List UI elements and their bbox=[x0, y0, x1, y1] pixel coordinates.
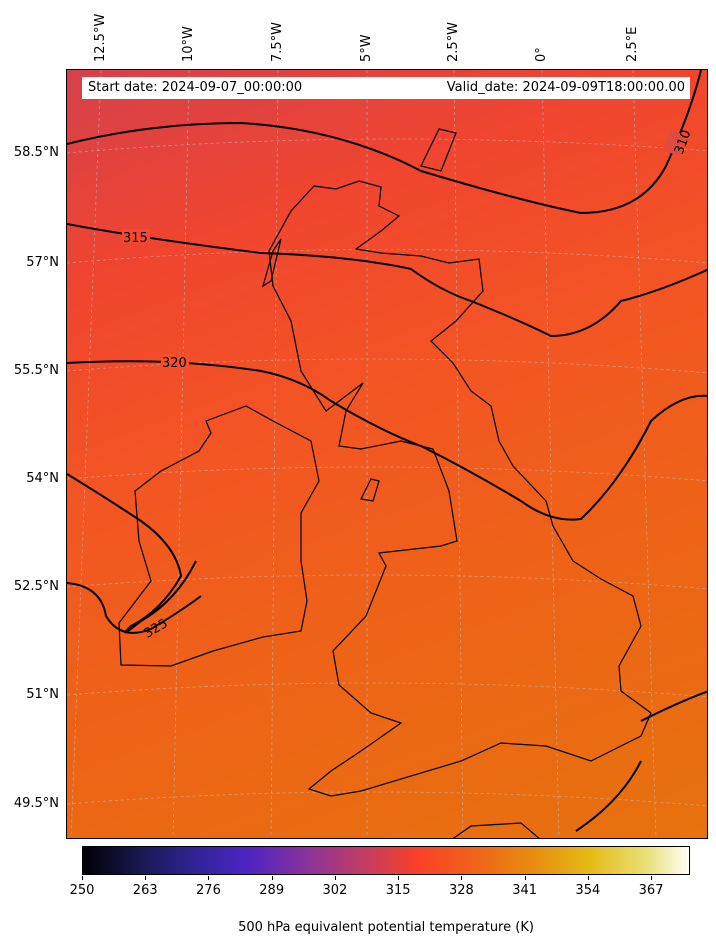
contour-315 bbox=[67, 223, 707, 338]
france-coast bbox=[452, 822, 540, 838]
lon-label: 12.5°W bbox=[93, 13, 108, 62]
valid-date: Valid_date: 2024-09-09T18:00:00.00 bbox=[446, 80, 685, 95]
colorbar-tick bbox=[461, 876, 463, 880]
colorbar-tick bbox=[587, 876, 589, 880]
map-plot: 310 315 320 325 bbox=[66, 69, 708, 839]
map-layer: 310 315 320 325 bbox=[67, 70, 707, 838]
colorbar-tick-label: 367 bbox=[638, 883, 664, 898]
contour-label-320: 320 bbox=[162, 356, 187, 371]
lon-label: 5°W bbox=[359, 34, 374, 62]
colorbar-tick-label: 302 bbox=[322, 883, 348, 898]
contour-labels: 310 315 320 325 bbox=[122, 128, 695, 642]
colorbar-label: 500 hPa equivalent potential temperature… bbox=[238, 920, 534, 935]
contour-325a bbox=[67, 473, 197, 634]
graticule bbox=[67, 70, 707, 838]
lon-label: 7.5°W bbox=[270, 21, 285, 62]
lat-label: 51°N bbox=[26, 687, 59, 702]
contour-label-315: 315 bbox=[123, 231, 148, 246]
lat-label: 58.5°N bbox=[13, 145, 59, 160]
contours bbox=[67, 70, 707, 832]
lat-label: 55.5°N bbox=[13, 363, 59, 378]
great-britain-coast bbox=[268, 180, 652, 797]
colorbar-tick bbox=[271, 876, 273, 880]
colorbar bbox=[82, 846, 690, 875]
contour-325b bbox=[67, 582, 202, 634]
lon-label: 2.5°W bbox=[446, 21, 461, 62]
contour-310 bbox=[67, 70, 702, 215]
orkney-shetland-coast bbox=[420, 128, 457, 172]
lat-label: 57°N bbox=[26, 255, 59, 270]
colorbar-tick-label: 276 bbox=[196, 883, 221, 898]
colorbar-tick bbox=[208, 876, 210, 880]
colorbar-tick-label: 354 bbox=[575, 883, 601, 898]
colorbar-tick-label: 250 bbox=[69, 883, 95, 898]
start-date: Start date: 2024-09-07_00:00:00 bbox=[88, 80, 303, 95]
contour-se2 bbox=[575, 760, 642, 832]
lon-label: 10°W bbox=[181, 26, 196, 62]
colorbar-tick-label: 328 bbox=[448, 883, 474, 898]
lat-label: 49.5°N bbox=[13, 796, 59, 811]
colorbar-tick bbox=[145, 876, 147, 880]
colorbar-tick-label: 341 bbox=[512, 883, 538, 898]
colorbar-tick bbox=[524, 876, 526, 880]
colorbar-tick-label: 315 bbox=[385, 883, 411, 898]
lon-label: 2.5°E bbox=[625, 26, 640, 62]
colorbar-tick bbox=[334, 876, 336, 880]
hebrides-coast bbox=[261, 238, 282, 288]
date-banner: Start date: 2024-09-07_00:00:00 Valid_da… bbox=[82, 77, 690, 99]
contour-320 bbox=[67, 360, 707, 521]
lat-label: 52.5°N bbox=[13, 579, 59, 594]
colorbar-tick bbox=[82, 876, 83, 880]
lon-label: 0° bbox=[534, 47, 549, 62]
colorbar-tick bbox=[651, 876, 653, 880]
colorbar-tick bbox=[398, 876, 400, 880]
colorbar-tick-label: 289 bbox=[259, 883, 285, 898]
isle-of-man-coast bbox=[360, 478, 380, 502]
ireland-coast bbox=[118, 405, 320, 667]
lat-label: 54°N bbox=[26, 471, 59, 486]
contour-se bbox=[640, 690, 707, 722]
coastlines bbox=[118, 128, 652, 838]
colorbar-tick-label: 263 bbox=[132, 883, 158, 898]
